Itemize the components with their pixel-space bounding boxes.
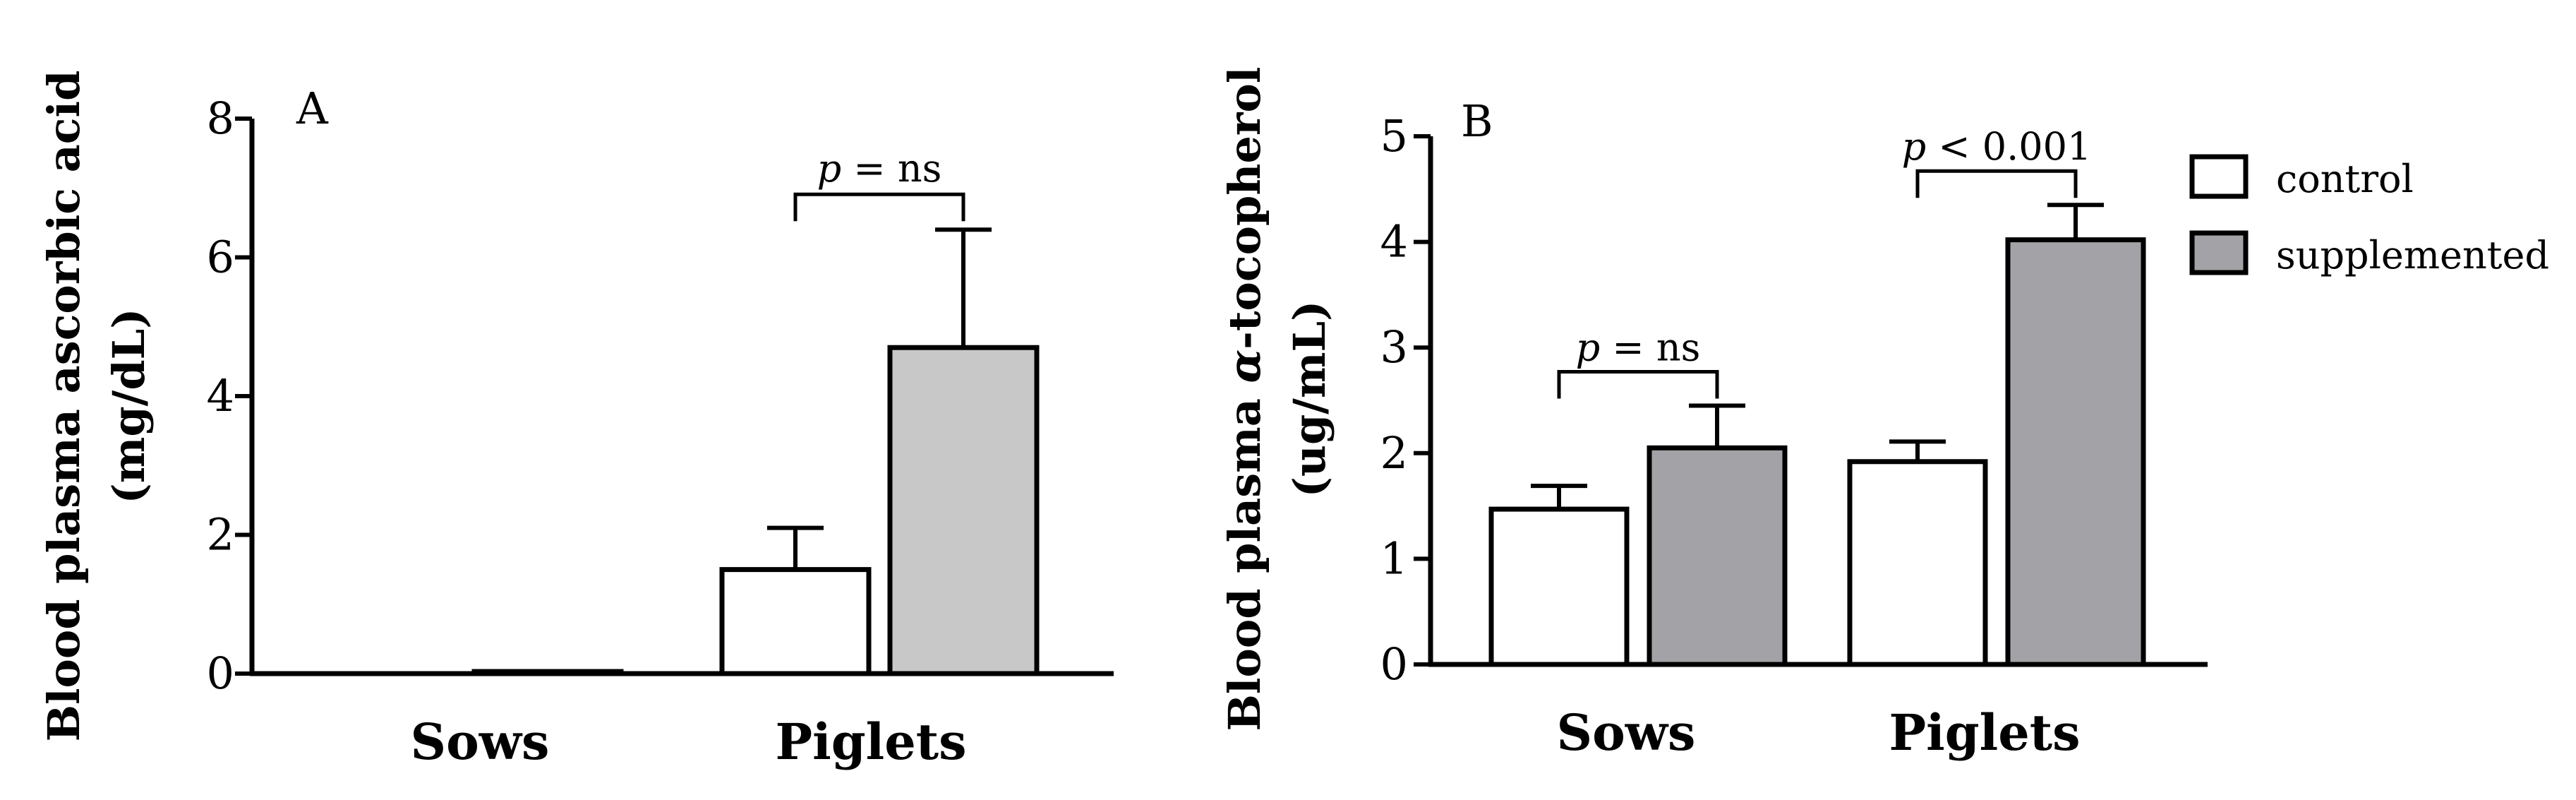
- panel-a-category-sows: Sows: [411, 712, 550, 771]
- p-value-text: < 0.001: [1926, 124, 2091, 169]
- panel-a-letter: A: [296, 83, 329, 134]
- panel-a-ytick-label: 6: [207, 232, 234, 283]
- p-symbol: p: [1902, 124, 1927, 169]
- panel-b-ytick-label: 0: [1380, 638, 1408, 690]
- p-symbol: p: [1576, 325, 1601, 369]
- p-symbol: p: [817, 146, 842, 191]
- panel-a-sig-label-piglets: p = ns: [817, 146, 942, 191]
- panel-b-bar-supplemented-sows: [1647, 445, 1788, 667]
- panel-a: A Blood plasma ascorbic acid (mg/dL) 0 2 4…: [38, 71, 1114, 771]
- panel-a-bar-control-piglets: [719, 567, 872, 676]
- panel-a-ytick-label: 0: [207, 647, 234, 699]
- panel-a-ytick-label: 8: [207, 92, 234, 144]
- p-value-text: = ns: [1600, 325, 1700, 369]
- panel-b-y-ticks: 0 1 2 3 4 5: [1380, 110, 1431, 690]
- legend-label-control: control: [2276, 157, 2414, 201]
- panel-a-ytick-label: 2: [207, 509, 234, 561]
- panel-b-bar-supplemented-piglets: [2005, 237, 2146, 667]
- panel-b-significance: p = nsp < 0.001: [1557, 124, 2092, 399]
- panel-b-bars: [1488, 203, 2146, 667]
- panel-b-bar-control-sows: [1488, 506, 1630, 667]
- panel-b-category-sows: Sows: [1557, 703, 1696, 762]
- legend-label-supplemented: supplemented: [2276, 233, 2549, 277]
- panel-b-sig-label-sows: p = ns: [1576, 325, 1701, 369]
- panel-b-ylabel-line1: Blood plasma α-tocopherol: [1219, 67, 1270, 732]
- panel-b-ytick-label: 3: [1380, 321, 1408, 373]
- panel-a-bar-supplemented-sows: [471, 669, 624, 676]
- panel-b-sig-label-piglets: p < 0.001: [1902, 124, 2092, 169]
- legend: control supplemented: [2189, 154, 2549, 277]
- panel-b-ytick-label: 5: [1380, 110, 1408, 162]
- panel-b-ytick-label: 2: [1380, 427, 1408, 479]
- panel-a-ylabel-line1: Blood plasma ascorbic acid: [38, 71, 90, 742]
- panel-b: B Blood plasma α-tocopherol (ug/mL) 0 1 2 3…: [1219, 67, 2549, 762]
- panel-b-ylabel: Blood plasma α-tocopherol (ug/mL): [1219, 67, 1335, 732]
- panel-a-bar-supplemented-piglets: [887, 345, 1040, 676]
- panel-b-category-piglets: Piglets: [1889, 703, 2080, 762]
- p-value-text: = ns: [841, 146, 941, 191]
- panel-b-ytick-label: 1: [1380, 532, 1408, 584]
- panel-b-ytick-label: 4: [1380, 216, 1408, 268]
- panel-a-category-piglets: Piglets: [775, 712, 966, 771]
- panel-b-ylabel-line2: (ug/mL): [1284, 301, 1335, 498]
- panel-b-sig-bracket-sows: [1557, 369, 1719, 399]
- panel-b-ylabel-pre: Blood plasma: [1219, 383, 1270, 732]
- panel-a-significance: p = ns: [793, 146, 965, 222]
- panel-a-ytick-label: 4: [207, 370, 234, 422]
- panel-a-ylabel-line2: (mg/dL): [103, 308, 155, 503]
- panel-a-ylabel: Blood plasma ascorbic acid (mg/dL): [38, 71, 155, 742]
- panel-a-y-ticks: 0 2 4 6 8: [207, 92, 252, 699]
- panel-b-bar-control-piglets: [1847, 459, 1988, 667]
- panel-a-bars: [471, 227, 1040, 676]
- panel-b-ylabel-post: -tocopherol: [1219, 67, 1270, 350]
- panel-b-sig-bracket-piglets: [1915, 169, 2078, 198]
- panel-b-letter: B: [1461, 95, 1493, 147]
- panel-a-sig-bracket-piglets: [793, 192, 965, 222]
- legend-swatch-supplemented: [2189, 230, 2249, 275]
- panel-b-ylabel-greek: α: [1219, 350, 1270, 383]
- legend-swatch-control: [2189, 154, 2249, 199]
